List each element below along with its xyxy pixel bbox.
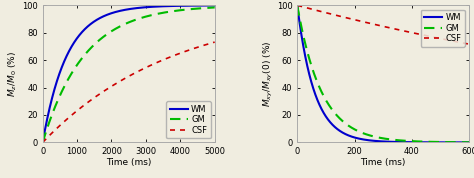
X-axis label: Time (ms): Time (ms): [106, 158, 151, 167]
Y-axis label: $M_z/M_0$ (%): $M_z/M_0$ (%): [7, 51, 19, 97]
Y-axis label: $M_{xy}/M_{xy}(0)$ (%): $M_{xy}/M_{xy}(0)$ (%): [262, 41, 275, 107]
Legend: WM, GM, CSF: WM, GM, CSF: [421, 9, 465, 46]
Legend: WM, GM, CSF: WM, GM, CSF: [166, 101, 210, 138]
X-axis label: Time (ms): Time (ms): [361, 158, 406, 167]
